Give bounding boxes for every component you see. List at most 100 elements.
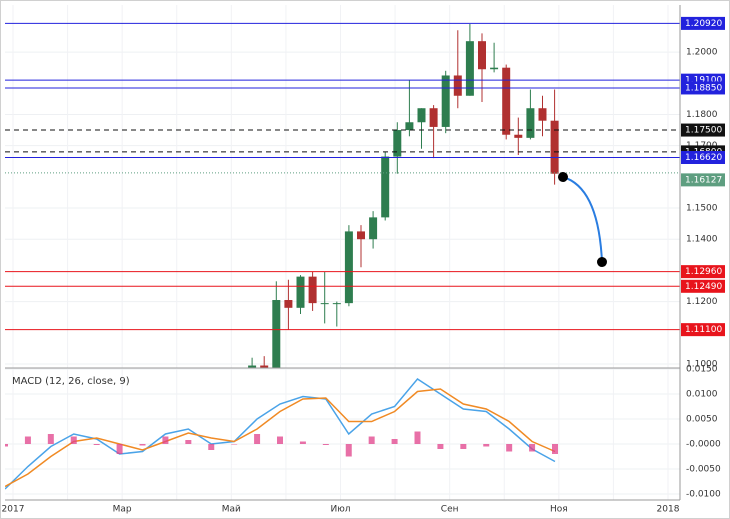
histogram-bar <box>139 444 146 446</box>
histogram-bar <box>208 444 215 450</box>
axes: 1.20001.18001.17001.15001.14001.12001.10… <box>2 16 725 515</box>
y-tick-label: 0.0150 <box>686 365 718 375</box>
candle-body <box>417 108 426 123</box>
candle-body <box>357 231 365 240</box>
x-tick-label: Сен <box>441 505 459 515</box>
level-label: 1.18850 <box>681 81 725 95</box>
candle-body <box>478 41 486 70</box>
histogram-bar <box>460 444 467 449</box>
histogram-bar <box>162 436 169 444</box>
y-tick-label: 1.1400 <box>686 235 718 245</box>
y-tick-label: 1.1500 <box>686 204 718 214</box>
histogram-bar <box>254 434 261 444</box>
level-label-text: 1.18850 <box>685 83 722 93</box>
candle-body <box>381 156 390 218</box>
level-label-text: 1.12960 <box>685 267 722 277</box>
level-label-text: 1.16620 <box>685 153 722 163</box>
forecast-arrow <box>558 172 607 267</box>
macd-title: MACD (12, 26, close, 9) <box>12 376 130 387</box>
level-label-box <box>681 123 725 137</box>
candle-body <box>260 365 269 368</box>
candle-body <box>308 276 317 304</box>
candle-body <box>550 120 559 174</box>
level-label: 1.12960 <box>681 265 725 279</box>
histogram-bar <box>24 436 31 444</box>
level-label-text: 1.19100 <box>685 76 722 86</box>
level-label-text: 1.11100 <box>685 325 722 335</box>
y-tick-label: 1.1800 <box>686 110 718 120</box>
level-label-box <box>681 323 725 337</box>
x-tick-label: 2018 <box>657 505 680 515</box>
x-tick-label: Ноя <box>550 505 568 515</box>
candle-body <box>429 108 438 127</box>
histogram-bar <box>185 440 192 444</box>
histogram-bar <box>552 444 558 454</box>
x-tick-label: 2017 <box>2 505 25 515</box>
candle-body <box>296 276 305 308</box>
candle-body <box>502 67 511 135</box>
y-tick-label: -0.0050 <box>686 465 721 475</box>
price-pane <box>5 22 680 368</box>
histogram-bar <box>437 444 444 449</box>
y-tick-label: 0.0050 <box>686 415 718 425</box>
x-tick-label: Мар <box>113 505 132 515</box>
level-label-box <box>681 279 725 293</box>
histogram-bar <box>116 444 123 454</box>
histogram-bar <box>5 444 8 447</box>
y-tick-label: 1.2000 <box>686 48 718 58</box>
y-tick-label: 1.1000 <box>686 359 718 369</box>
candle-body <box>393 130 402 157</box>
candle-body <box>332 303 341 305</box>
histogram-bar <box>277 436 283 444</box>
macd-pane <box>5 378 558 490</box>
level-label-box <box>681 150 725 164</box>
histogram-bar <box>93 444 100 445</box>
y-tick-label: 0.0100 <box>686 390 718 400</box>
last-price-label: 1.16127 <box>681 173 725 187</box>
macd-line <box>5 378 556 490</box>
macd-line <box>5 388 556 488</box>
histogram-bar <box>506 444 513 452</box>
level-label-box <box>681 265 725 279</box>
level-label: 1.12490 <box>681 279 725 293</box>
candle-body <box>320 303 329 305</box>
histogram-bar <box>231 444 238 445</box>
histogram-bar <box>483 444 490 447</box>
candle-body <box>284 300 293 308</box>
candle-body <box>514 134 523 138</box>
level-label-text: 1.17500 <box>685 126 722 136</box>
level-label-box <box>681 16 725 30</box>
y-tick-label: -0.0100 <box>686 490 721 500</box>
level-label-box <box>681 81 725 95</box>
x-tick-label: Май <box>222 505 241 515</box>
level-label-text: 1.20920 <box>685 19 722 29</box>
level-label-text: 1.12490 <box>685 282 722 292</box>
y-tick-label: 1.1200 <box>686 297 718 307</box>
candle-body <box>272 300 281 368</box>
histogram-bar <box>529 444 536 452</box>
last-price-box <box>681 173 725 187</box>
candle-body <box>441 75 450 127</box>
candle-body <box>465 41 474 96</box>
candle-body <box>405 122 414 131</box>
histogram-bar <box>70 436 77 444</box>
candle-body <box>453 75 462 96</box>
histogram-bar <box>368 436 375 444</box>
last-price-text: 1.16127 <box>685 175 722 185</box>
histogram-bar <box>391 439 398 444</box>
x-tick-label: Июл <box>330 505 350 515</box>
level-label: 1.17500 <box>681 123 725 137</box>
histogram-bar <box>322 444 329 445</box>
y-tick-label: -0.0000 <box>686 440 721 450</box>
histogram-bar <box>299 441 306 444</box>
candle-body <box>248 365 257 368</box>
level-label: 1.20920 <box>681 16 725 30</box>
candle-body <box>526 108 535 138</box>
candle-body <box>344 231 353 304</box>
histogram-bar <box>345 444 352 457</box>
histogram-bar <box>414 431 421 444</box>
histogram-bar <box>47 434 54 444</box>
level-label: 1.16620 <box>681 150 725 164</box>
candle-body <box>538 108 547 121</box>
